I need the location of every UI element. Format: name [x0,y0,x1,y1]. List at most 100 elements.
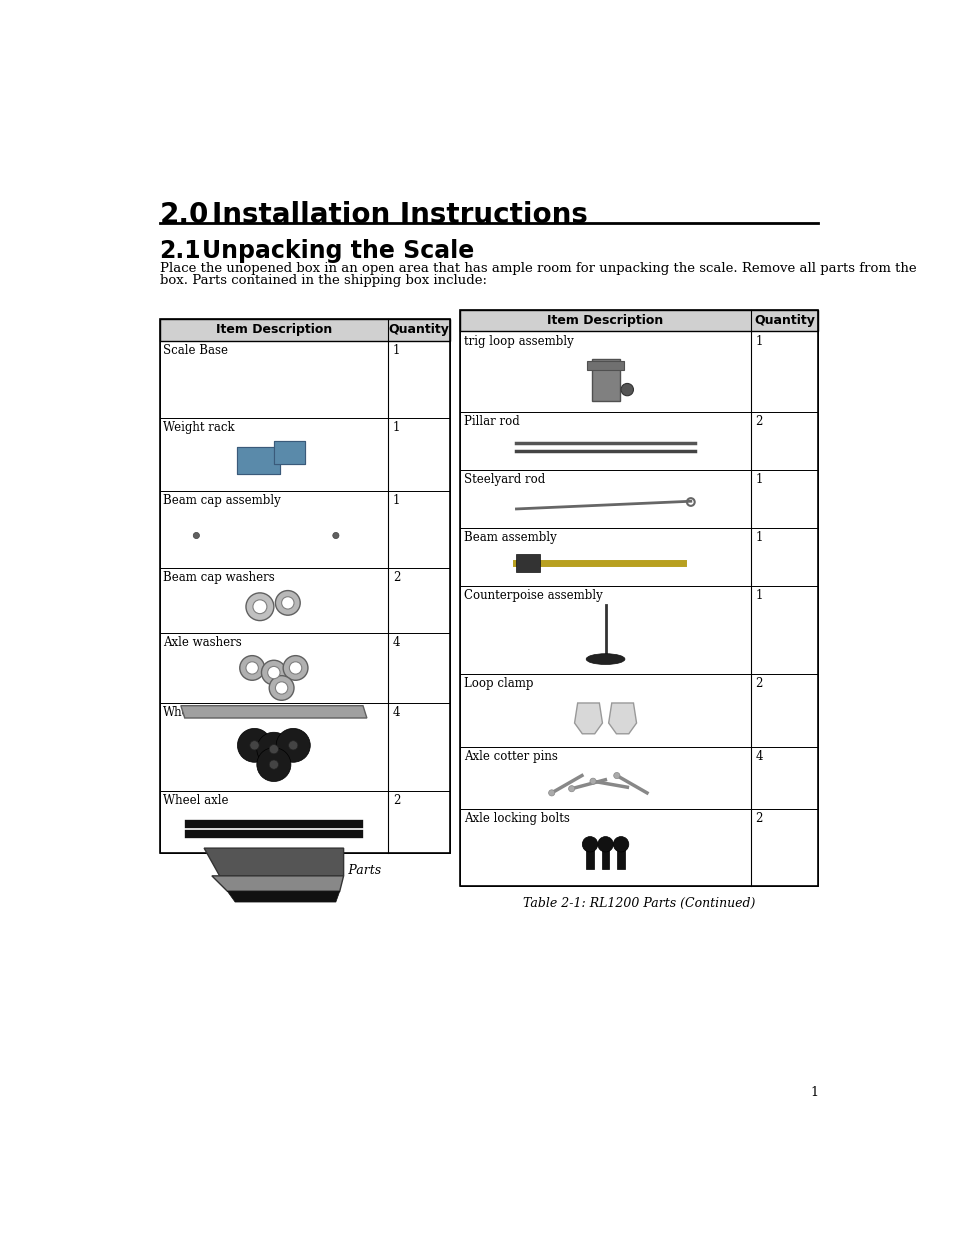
Polygon shape [608,703,636,734]
Bar [236,447,279,474]
Circle shape [281,597,294,609]
Text: Axle locking bolts: Axle locking bolts [464,811,569,825]
Polygon shape [212,876,343,892]
Circle shape [289,662,301,674]
Circle shape [256,747,291,782]
Text: 2.0: 2.0 [159,200,209,228]
Circle shape [237,729,272,762]
Bar [459,809,818,885]
Text: Table 2-1: RL1200 Parts: Table 2-1: RL1200 Parts [228,864,381,877]
Bar [617,842,624,869]
Circle shape [193,532,199,538]
Text: Quantity: Quantity [754,314,814,327]
Circle shape [275,590,300,615]
Polygon shape [574,703,602,734]
Text: 4: 4 [393,705,400,719]
Polygon shape [181,705,367,718]
Bar [459,674,818,747]
Circle shape [589,778,596,784]
Text: 2: 2 [755,677,762,690]
Bar [601,842,609,869]
Text: Table 2-1: RL1200 Parts (Continued): Table 2-1: RL1200 Parts (Continued) [522,898,755,910]
Bar [159,568,450,634]
Text: Item Description: Item Description [547,314,663,327]
Text: 2: 2 [755,811,762,825]
Text: 2: 2 [393,571,399,584]
Bar [274,441,305,464]
Circle shape [613,836,628,852]
Text: Installation Instructions: Installation Instructions [212,200,587,228]
Bar [459,471,818,527]
Bar [159,319,450,852]
Circle shape [333,532,338,538]
Text: 1: 1 [393,421,399,433]
Bar [159,490,450,568]
Bar [159,792,450,852]
Text: Quantity: Quantity [388,324,449,336]
Text: Pillar rod: Pillar rod [464,415,519,429]
Text: 1: 1 [393,343,399,357]
Text: Item Description: Item Description [215,324,332,336]
Circle shape [275,682,288,694]
Text: 2.1: 2.1 [159,240,201,263]
Bar [274,441,305,464]
Circle shape [256,732,291,766]
Text: Counterpoise assembly: Counterpoise assembly [464,589,602,601]
Bar [459,310,818,331]
Circle shape [268,667,280,679]
Circle shape [613,772,619,778]
Bar [459,585,818,674]
Text: 2: 2 [393,794,399,808]
Text: 1: 1 [755,473,762,487]
Text: 1: 1 [393,494,399,506]
Circle shape [239,656,264,680]
Bar [159,634,450,703]
Bar [159,341,450,417]
Text: 1: 1 [755,335,762,347]
Circle shape [568,785,574,792]
Text: Steelyard rod: Steelyard rod [464,473,545,487]
Circle shape [581,836,598,852]
Text: 4: 4 [393,636,400,650]
Bar [459,412,818,471]
Text: 1: 1 [755,589,762,601]
Circle shape [269,760,278,769]
Circle shape [269,676,294,700]
Text: trig loop assembly: trig loop assembly [464,335,574,347]
Text: 4: 4 [755,751,762,763]
Text: Beam assembly: Beam assembly [464,531,557,543]
Circle shape [269,745,278,753]
Polygon shape [204,848,343,876]
Text: 1: 1 [755,531,762,543]
Text: 1: 1 [809,1086,818,1099]
Circle shape [620,383,633,395]
Bar [459,527,818,585]
Bar [159,417,450,490]
Circle shape [276,729,310,762]
Circle shape [261,661,286,685]
Text: Beam cap assembly: Beam cap assembly [163,494,281,506]
Text: Unpacking the Scale: Unpacking the Scale [202,240,474,263]
Polygon shape [227,892,339,902]
Bar [585,842,594,869]
Text: Beam cap washers: Beam cap washers [163,571,274,584]
Circle shape [548,790,555,797]
Bar [586,361,623,370]
Circle shape [598,836,613,852]
Bar [516,553,539,572]
Bar [159,319,450,341]
Text: Wheel axle: Wheel axle [163,794,229,808]
Circle shape [289,741,297,750]
Text: Weight rack: Weight rack [163,421,234,433]
Text: Axle washers: Axle washers [163,636,242,650]
Bar [459,747,818,809]
Bar [159,703,450,792]
Bar [459,331,818,412]
Circle shape [283,656,308,680]
Ellipse shape [585,653,624,664]
Bar [459,310,818,885]
Text: Scale Base: Scale Base [163,343,228,357]
Circle shape [253,600,267,614]
Text: Axle cotter pins: Axle cotter pins [464,751,558,763]
Bar [236,447,279,474]
